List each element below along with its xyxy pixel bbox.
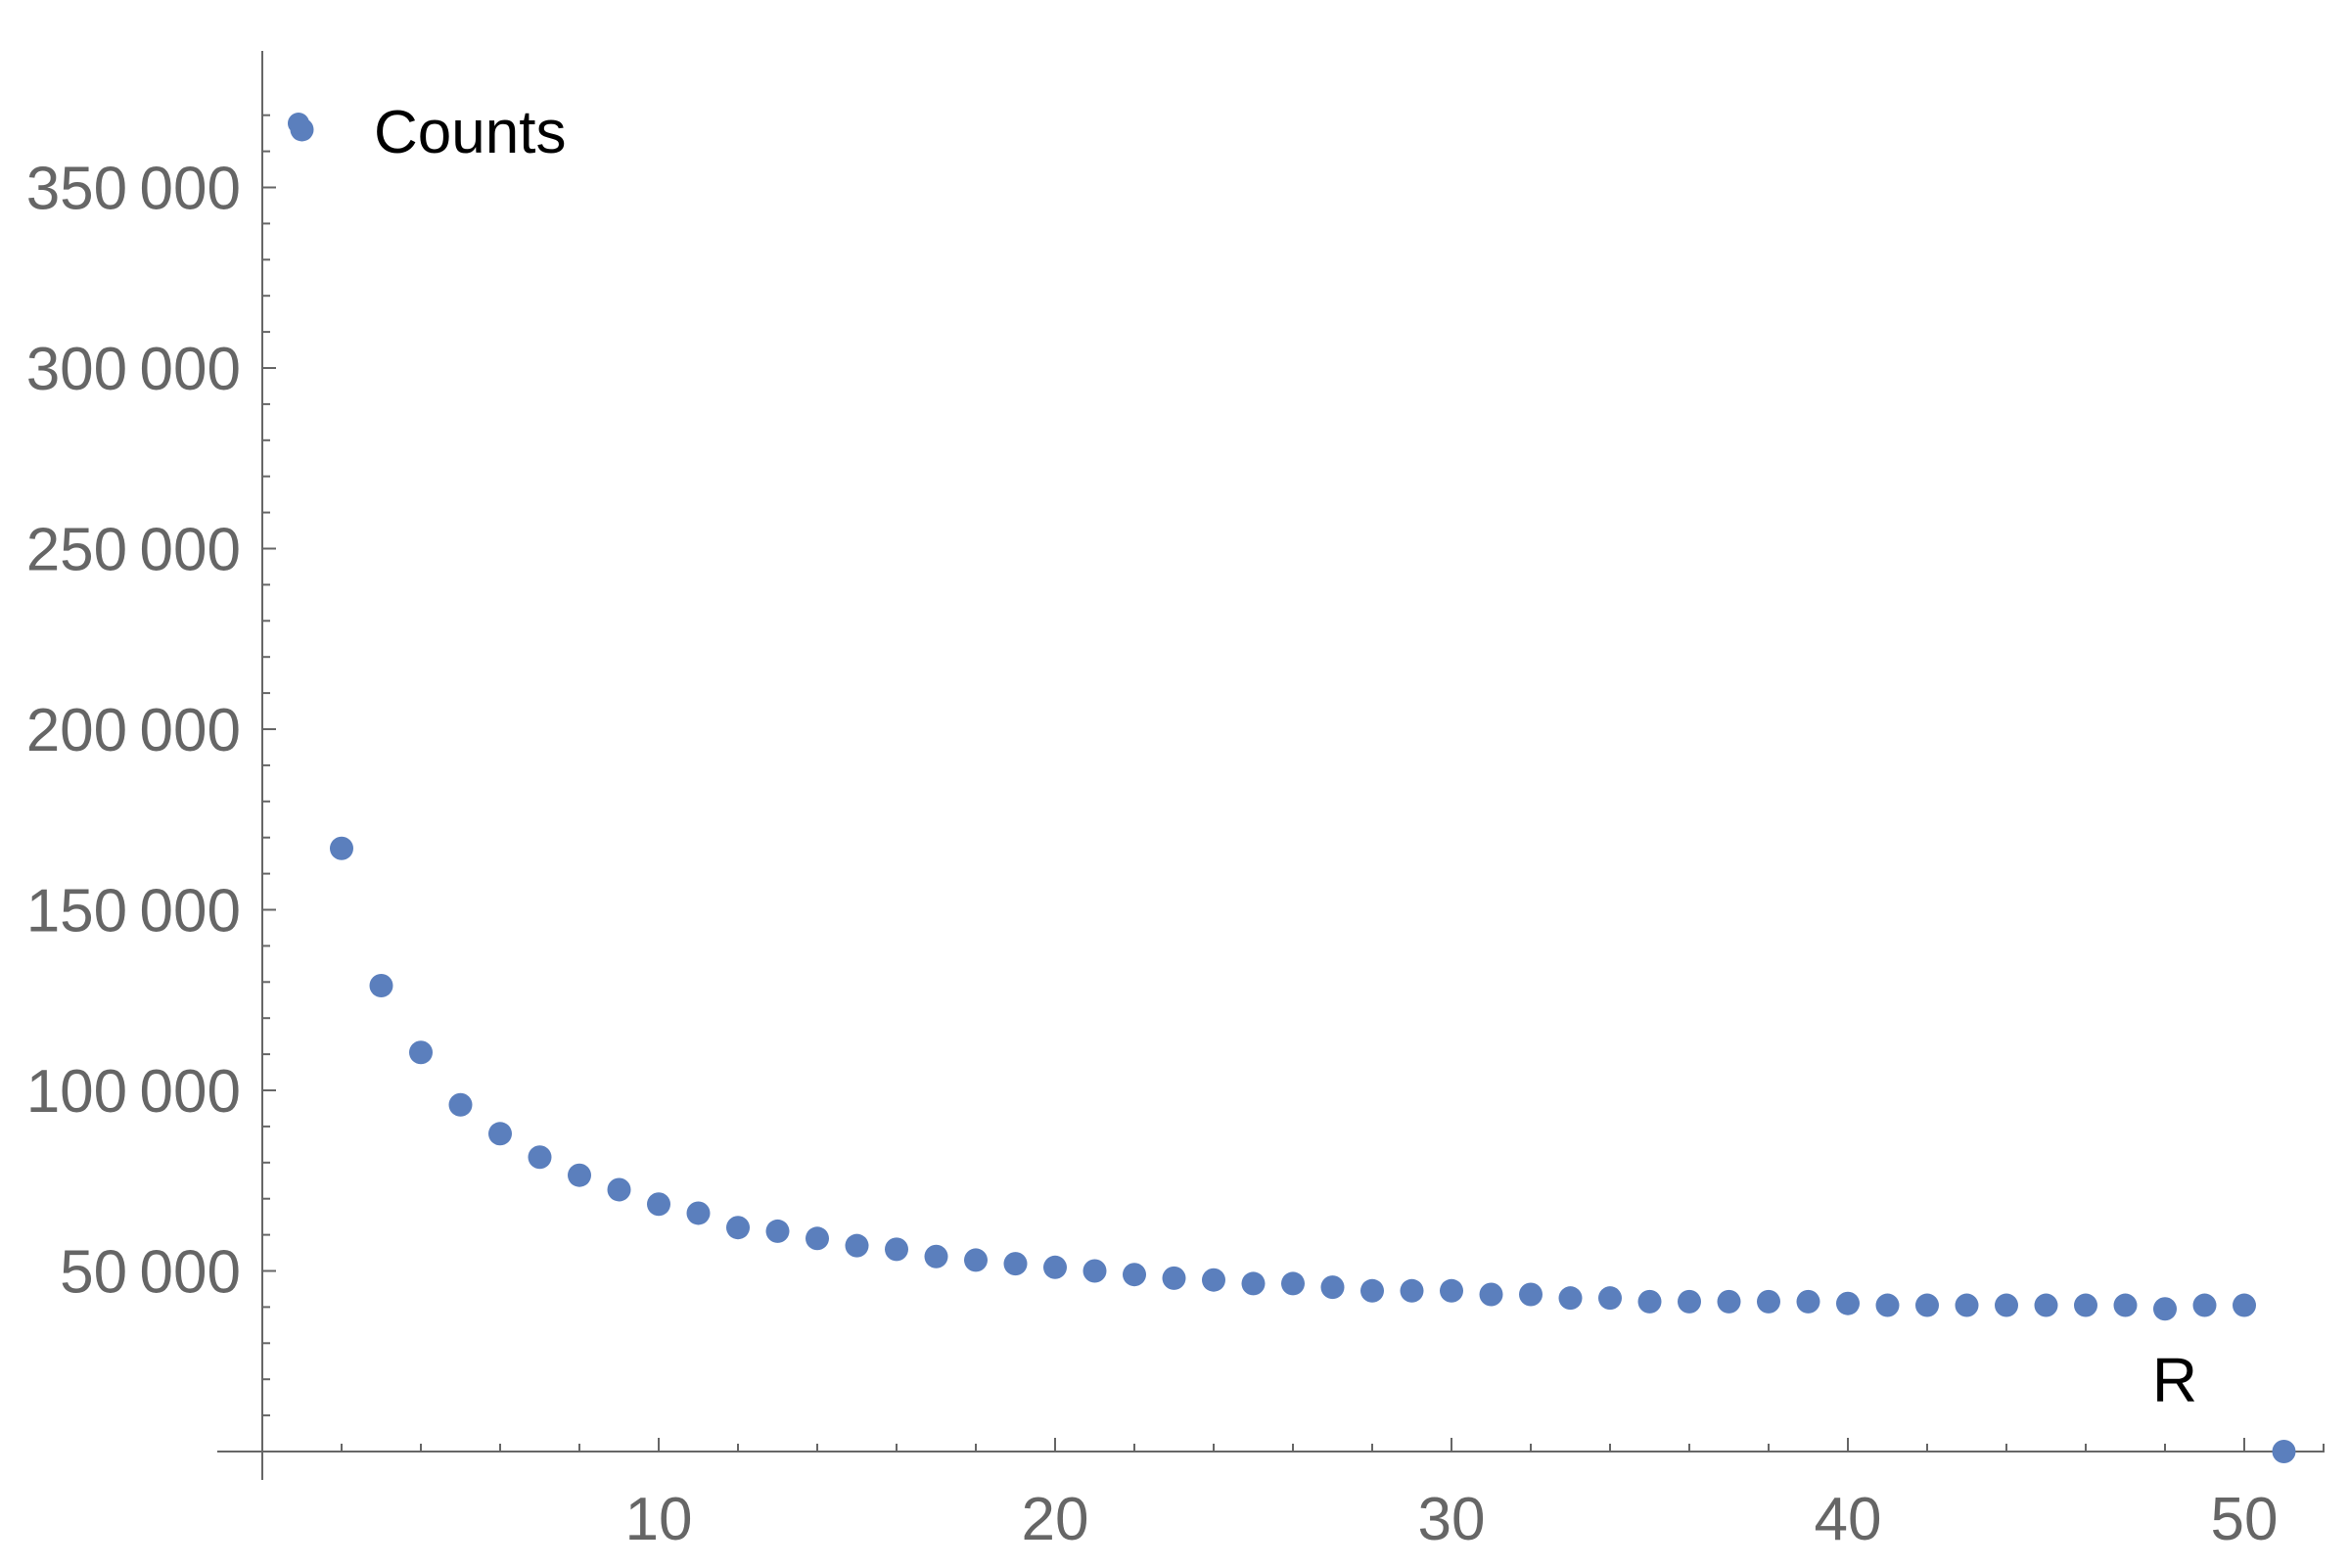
data-point: [1440, 1278, 1463, 1303]
axes-layer: 10 20 30 40 50 50 000 100 000 150 000 200 000 250…: [26, 51, 2325, 1553]
data-point: [2074, 1293, 2097, 1317]
data-point: [1043, 1255, 1067, 1279]
data-point: [924, 1244, 948, 1268]
data-point: [1320, 1275, 1345, 1300]
y-tick-label: 250 000: [26, 517, 241, 584]
legend-label-counts: Counts: [374, 99, 566, 166]
legend: Counts: [288, 99, 566, 166]
data-point: [568, 1163, 591, 1187]
legend-marker-counts: [288, 113, 309, 134]
data-point: [330, 836, 353, 860]
data-point: [488, 1122, 512, 1146]
y-tick-label: 200 000: [26, 697, 241, 764]
y-tick-label: 100 000: [26, 1058, 241, 1126]
data-point: [2113, 1293, 2138, 1317]
data-point: [964, 1248, 988, 1272]
data-point: [845, 1233, 869, 1258]
data-point: [647, 1192, 670, 1217]
data-point: [765, 1219, 790, 1243]
x-tick-label: 20: [1022, 1486, 1089, 1553]
y-tick-label: 350 000: [26, 156, 241, 223]
data-point: [726, 1216, 750, 1240]
data-point: [528, 1145, 552, 1170]
data-point: [2034, 1293, 2058, 1317]
data-point: [2272, 1440, 2296, 1463]
data-point: [1202, 1268, 1225, 1292]
data-point: [448, 1092, 473, 1117]
data-point: [1241, 1271, 1266, 1296]
x-tick-label: 50: [2211, 1486, 2279, 1553]
data-point: [1678, 1289, 1701, 1314]
data-point: [1598, 1286, 1622, 1311]
data-point: [686, 1201, 711, 1225]
data-point: [885, 1237, 908, 1262]
x-tick-label: 30: [1418, 1486, 1486, 1553]
data-point: [1717, 1289, 1741, 1314]
data-point: [1360, 1278, 1384, 1303]
data-point: [1637, 1289, 1662, 1314]
y-tick-label: 50 000: [60, 1239, 241, 1307]
y-tick-label: 300 000: [26, 336, 241, 403]
data-point: [1558, 1286, 1583, 1311]
data-point: [1757, 1289, 1780, 1314]
data-point: [607, 1177, 631, 1202]
data-point: [1400, 1278, 1424, 1303]
data-point: [1836, 1291, 1860, 1315]
x-tick-label: 40: [1815, 1486, 1882, 1553]
y-tick-label: 150 000: [26, 878, 241, 945]
data-point: [1955, 1293, 1979, 1317]
data-point: [409, 1040, 433, 1065]
data-point: [1123, 1263, 1146, 1287]
data-point: [1995, 1293, 2018, 1317]
x-axis-label: R: [2152, 1345, 2197, 1415]
x-tick-label: 10: [625, 1486, 693, 1553]
data-point: [2233, 1293, 2256, 1317]
data-point: [1162, 1266, 1186, 1290]
data-point: [1915, 1293, 1939, 1317]
data-point: [2192, 1293, 2217, 1317]
data-point: [806, 1226, 829, 1251]
data-point: [1082, 1259, 1107, 1283]
data-point: [1875, 1293, 1900, 1317]
points-layer: [290, 117, 2296, 1463]
data-point: [1479, 1282, 1503, 1307]
data-point: [2153, 1297, 2177, 1321]
data-point: [1281, 1271, 1305, 1296]
data-point: [1519, 1282, 1543, 1307]
data-point: [1003, 1252, 1028, 1276]
data-point: [1796, 1289, 1820, 1314]
data-point: [369, 973, 393, 997]
